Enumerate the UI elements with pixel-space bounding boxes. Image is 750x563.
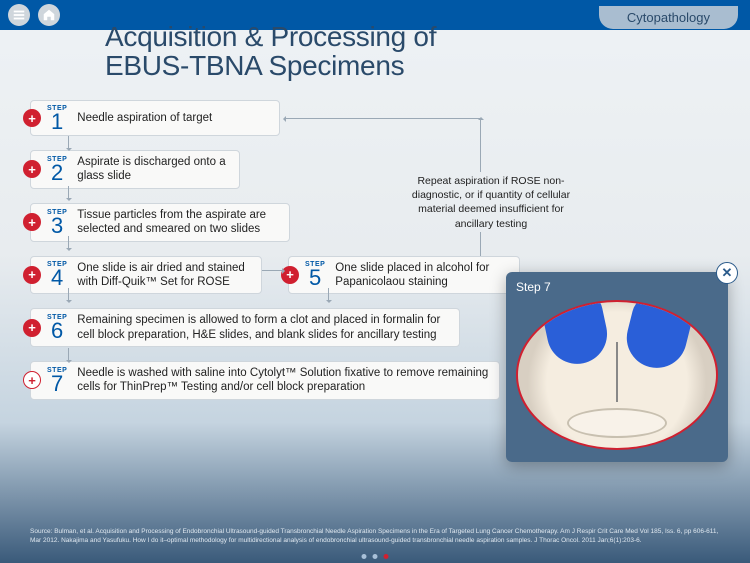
expand-icon[interactable]: + xyxy=(23,160,41,178)
step-number: 6 xyxy=(51,321,63,341)
step-4[interactable]: + STEP4 One slide is air dried and stain… xyxy=(30,256,262,295)
dot[interactable] xyxy=(373,554,378,559)
title-line-2: EBUS-TBNA Specimens xyxy=(105,50,404,81)
step-row-4-5: + STEP4 One slide is air dried and stain… xyxy=(30,256,520,295)
step-number: 2 xyxy=(51,163,63,183)
step-3[interactable]: + STEP3 Tissue particles from the aspira… xyxy=(30,203,290,242)
petri-dish-shape xyxy=(567,408,667,438)
step-text: Remaining specimen is allowed to form a … xyxy=(73,309,459,346)
dot-active[interactable] xyxy=(384,554,389,559)
home-icon[interactable] xyxy=(38,4,60,26)
category-pill: Cytopathology xyxy=(599,6,738,29)
step-text: Needle is washed with saline into Cytoly… xyxy=(73,362,499,399)
expand-icon[interactable]: + xyxy=(23,319,41,337)
step-number: 7 xyxy=(51,374,63,394)
step-text: Aspirate is discharged onto a glass slid… xyxy=(73,151,239,188)
arrow-down-icon xyxy=(68,348,69,362)
step-2[interactable]: + STEP2 Aspirate is discharged onto a gl… xyxy=(30,150,240,189)
arrow-right-icon xyxy=(262,270,284,271)
arrow-down-icon xyxy=(68,236,69,250)
source-citation: Source: Bulman, et al. Acquisition and P… xyxy=(30,528,720,545)
step-text: Needle aspiration of target xyxy=(73,107,222,129)
menu-icon[interactable] xyxy=(8,4,30,26)
step-number: 5 xyxy=(309,268,321,288)
popup-title: Step 7 xyxy=(516,280,718,294)
step-number: 1 xyxy=(51,112,63,132)
step-6[interactable]: + STEP6 Remaining specimen is allowed to… xyxy=(30,308,460,347)
step-text: One slide is air dried and stained with … xyxy=(73,257,261,294)
arrow-down-icon xyxy=(68,186,69,200)
expand-icon[interactable]: + xyxy=(23,109,41,127)
step-5[interactable]: + STEP5 One slide placed in alcohol for … xyxy=(288,256,520,295)
step-detail-popup: ✕ Step 7 xyxy=(506,272,728,462)
glove-shape xyxy=(620,300,695,374)
flowchart: + STEP1 Needle aspiration of target + ST… xyxy=(30,100,520,414)
glove-shape xyxy=(539,300,612,369)
popup-image xyxy=(516,300,718,450)
title-line-1: Acquisition & Processing of xyxy=(105,21,436,52)
arrow-down-icon xyxy=(68,288,69,302)
dot[interactable] xyxy=(362,554,367,559)
step-7[interactable]: + STEP7 Needle is washed with saline int… xyxy=(30,361,500,400)
step-1[interactable]: + STEP1 Needle aspiration of target xyxy=(30,100,280,136)
arrow-down-icon xyxy=(328,288,329,302)
arrow-down-icon xyxy=(68,136,69,150)
step-number: 3 xyxy=(51,216,63,236)
step-number: 4 xyxy=(51,268,63,288)
expand-icon[interactable]: + xyxy=(23,213,41,231)
step-text: Tissue particles from the aspirate are s… xyxy=(73,204,289,241)
close-icon[interactable]: ✕ xyxy=(716,262,738,284)
expand-icon[interactable]: + xyxy=(23,266,41,284)
needle-shape xyxy=(616,342,618,402)
expand-icon[interactable]: + xyxy=(23,371,41,389)
page-title: Acquisition & Processing of EBUS-TBNA Sp… xyxy=(105,22,436,81)
step-text: One slide placed in alcohol for Papanico… xyxy=(331,257,519,294)
page: Cytopathology Acquisition & Processing o… xyxy=(0,0,750,563)
page-indicator[interactable] xyxy=(362,554,389,559)
